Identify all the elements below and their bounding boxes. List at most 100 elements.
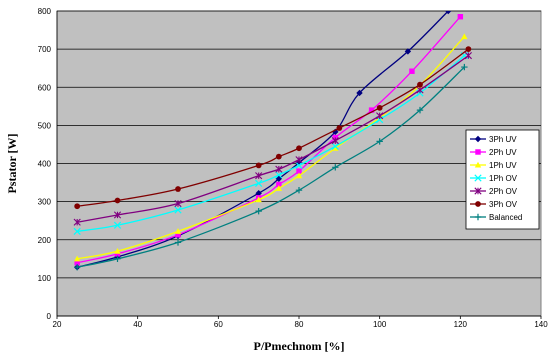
- data-point: [296, 145, 302, 152]
- series-line: [77, 55, 469, 223]
- data-point: [368, 107, 375, 113]
- data-point: [331, 142, 339, 150]
- data-point: [174, 199, 182, 208]
- data-point: [73, 218, 81, 226]
- legend-label: 2Ph UV: [489, 148, 517, 157]
- series-line: [77, 55, 465, 233]
- data-point: [174, 239, 182, 246]
- legend-item: 2Ph OV: [470, 187, 518, 196]
- data-point: [295, 172, 303, 179]
- data-point: [275, 165, 283, 173]
- data-point: [276, 181, 282, 188]
- x-tick-label: 20: [53, 320, 62, 329]
- legend-swatch-marker: [474, 213, 482, 221]
- data-point: [255, 190, 262, 197]
- data-point: [404, 48, 412, 55]
- data-point: [376, 112, 384, 120]
- legend-box: [465, 129, 540, 230]
- x-tick-label: 140: [534, 320, 548, 329]
- x-tick-label: 120: [454, 320, 468, 329]
- y-tick-label: 400: [38, 160, 52, 169]
- data-point: [73, 227, 81, 235]
- data-point: [457, 13, 464, 20]
- data-point: [295, 161, 303, 170]
- data-point: [332, 145, 339, 151]
- data-point: [114, 251, 121, 257]
- y-tick-label: 600: [38, 83, 52, 92]
- data-point: [113, 211, 122, 219]
- y-axis-title: Pstator [W]: [5, 133, 19, 193]
- data-point: [295, 156, 303, 164]
- legend-item: 1Ph UV: [470, 161, 517, 170]
- data-point: [295, 186, 303, 194]
- data-point: [255, 179, 263, 187]
- data-point: [255, 207, 262, 215]
- legend-label: 2Ph OV: [489, 187, 518, 196]
- data-point: [74, 203, 81, 210]
- series-line: [77, 48, 469, 207]
- axis-ticks: 0 100 200 300 400 500 600 700 800 20 40 60 80 100 120 1…: [38, 7, 549, 329]
- data-point: [255, 162, 262, 169]
- data-point: [114, 197, 121, 204]
- legend-label: 1Ph OV: [489, 174, 518, 183]
- data-point: [73, 264, 81, 271]
- legend-swatch-marker: [474, 161, 482, 168]
- legend-swatch-marker: [475, 201, 481, 207]
- data-point: [275, 171, 283, 179]
- data-point: [461, 63, 468, 71]
- data-point: [74, 259, 80, 266]
- y-tick-label: 800: [38, 7, 52, 16]
- legend-swatch-marker: [475, 149, 481, 155]
- data-point: [376, 104, 383, 111]
- x-tick-label: 60: [214, 320, 223, 329]
- legend-item: 2Ph UV: [470, 148, 517, 157]
- series-3ph-ov: [74, 46, 472, 210]
- legend-item: 3Ph OV: [470, 200, 518, 209]
- data-point: [113, 221, 122, 229]
- y-tick-label: 500: [38, 121, 52, 130]
- x-axis-title: P/Pmechnom [%]: [254, 339, 345, 353]
- data-point: [461, 33, 468, 40]
- data-point: [73, 255, 81, 262]
- series-2ph-ov: [73, 52, 472, 226]
- legend-label: 3Ph UV: [489, 135, 517, 144]
- series-line: [77, 11, 449, 268]
- data-point: [255, 196, 262, 203]
- data-point: [275, 153, 282, 160]
- data-point: [332, 164, 339, 171]
- y-tick-label: 0: [47, 312, 52, 321]
- data-point: [376, 138, 383, 145]
- data-point: [175, 232, 181, 238]
- data-point: [417, 81, 423, 88]
- data-point: [465, 46, 472, 53]
- x-tick-label: 40: [133, 320, 142, 329]
- legend: 3Ph UV 2Ph UV 1Ph UV 1Ph OV 2Ph OV 3Ph OV Bala…: [465, 129, 540, 230]
- y-tick-label: 700: [38, 45, 52, 54]
- data-point: [416, 86, 424, 94]
- y-tick-label: 100: [38, 274, 52, 283]
- data-point: [331, 137, 339, 145]
- data-point: [296, 168, 302, 174]
- data-point: [114, 247, 121, 254]
- legend-swatch-marker: [474, 135, 482, 143]
- x-tick-label: 80: [295, 320, 304, 329]
- data-point: [409, 68, 415, 74]
- data-point: [464, 52, 472, 60]
- data-point: [356, 89, 363, 97]
- series-group: [73, 11, 472, 271]
- data-point: [275, 185, 283, 191]
- legend-label: Balanced: [489, 213, 522, 222]
- series-line: [77, 16, 461, 264]
- data-point: [114, 255, 121, 263]
- y-tick-label: 300: [38, 198, 52, 207]
- legend-swatch-marker: [474, 187, 482, 195]
- data-point: [336, 125, 343, 131]
- y-tick-label: 200: [38, 236, 52, 245]
- data-point: [416, 106, 424, 114]
- data-point: [174, 206, 182, 214]
- data-point: [255, 172, 263, 180]
- data-point: [445, 11, 452, 15]
- data-point: [174, 228, 182, 234]
- legend-item: 1Ph OV: [470, 174, 518, 183]
